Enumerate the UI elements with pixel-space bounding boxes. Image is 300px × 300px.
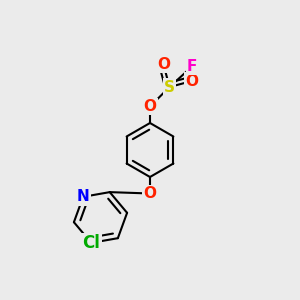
Text: S: S bbox=[164, 80, 175, 94]
Text: F: F bbox=[187, 59, 197, 74]
Text: N: N bbox=[77, 189, 89, 204]
Text: O: O bbox=[185, 74, 199, 88]
Text: Cl: Cl bbox=[82, 234, 100, 252]
Text: O: O bbox=[143, 99, 157, 114]
Text: O: O bbox=[157, 57, 170, 72]
Text: O: O bbox=[143, 186, 157, 201]
